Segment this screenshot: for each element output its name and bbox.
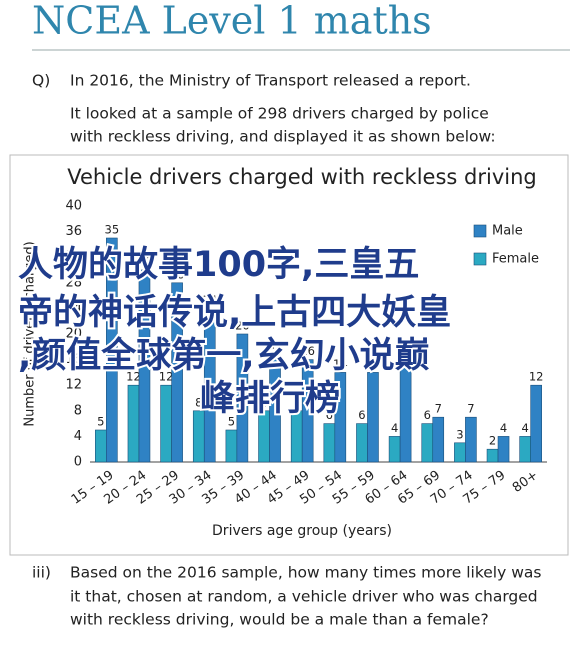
- bar: [301, 359, 314, 463]
- value-label: 17: [268, 338, 283, 352]
- header-title: NCEA Level 1 maths: [32, 0, 432, 43]
- bar: [203, 308, 216, 463]
- legend-swatch: [473, 224, 487, 238]
- value-label: 8: [293, 395, 300, 409]
- question-line: with reckless driving, would be a male t…: [70, 611, 489, 629]
- y-tick-label: 36: [65, 224, 82, 239]
- y-tick-label: 12: [65, 378, 82, 393]
- legend-label: Female: [492, 252, 539, 267]
- bar: [236, 333, 249, 463]
- overlay-text: 帝的神话传说,上古四大妖皇: [18, 293, 451, 333]
- question-label: iii): [32, 564, 51, 582]
- y-tick-label: 28: [65, 275, 82, 290]
- bar: [454, 442, 466, 463]
- question-label: Q): [32, 72, 50, 90]
- value-label: 14: [333, 357, 348, 371]
- value-label: 5: [228, 415, 235, 429]
- value-label: 12: [529, 370, 544, 384]
- value-label: 15: [398, 351, 413, 365]
- bar: [171, 282, 183, 463]
- bar: [127, 384, 140, 463]
- bar: [421, 423, 434, 463]
- y-tick-label: 24: [65, 301, 82, 316]
- value-label: 30: [137, 255, 152, 269]
- bar: [399, 365, 412, 463]
- bar: [388, 436, 401, 463]
- bar: [138, 269, 151, 463]
- y-tick-label: 40: [65, 199, 82, 214]
- y-tick-label: 32: [65, 250, 82, 265]
- legend-label: Male: [492, 224, 523, 239]
- question-line: In 2016, the Ministry of Transport relea…: [70, 72, 471, 90]
- value-label: 12: [126, 370, 141, 384]
- value-label: 2: [489, 434, 496, 448]
- value-label: 3: [456, 427, 463, 441]
- value-label: 7: [467, 402, 474, 416]
- value-label: 12: [159, 370, 174, 384]
- y-tick-label: 0: [74, 455, 82, 470]
- bar: [323, 423, 336, 463]
- bar: [269, 352, 281, 463]
- bar: [95, 429, 107, 463]
- value-label: 4: [391, 421, 398, 435]
- question-line: It looked at a sample of 298 drivers cha…: [70, 105, 489, 123]
- bar: [465, 416, 477, 463]
- bar: [530, 384, 542, 463]
- bar: [225, 429, 238, 463]
- y-tick-label: 16: [65, 352, 82, 367]
- value-label: 4: [522, 421, 529, 435]
- y-axis-label: Number of drivers (charged): [23, 241, 38, 426]
- bar: [106, 237, 118, 463]
- bar: [497, 436, 510, 463]
- bar: [356, 423, 368, 463]
- value-label: 8: [260, 395, 267, 409]
- value-label: 16: [300, 344, 315, 358]
- chart-frame: [9, 154, 569, 556]
- value-label: 8: [195, 395, 202, 409]
- y-tick-label: 20: [65, 327, 82, 342]
- chart-title: Vehicle drivers charged with reckless dr…: [67, 165, 536, 189]
- bar: [334, 372, 347, 463]
- value-label: 20: [235, 319, 250, 333]
- question-line: it that, chosen at random, a vehicle dri…: [70, 588, 538, 606]
- overlay-text: ,颜值全球第一,玄幻小说巅: [18, 335, 430, 376]
- bar: [519, 436, 531, 463]
- value-label: 35: [105, 223, 120, 237]
- value-label: 7: [435, 402, 442, 416]
- value-label: 6: [424, 408, 431, 422]
- overlay: 人物的故事100字,三皇五 帝的神话传说,上古四大妖皇 ,颜值全球第一,玄幻小说…: [16, 243, 453, 421]
- bar: [367, 372, 379, 463]
- bar: [486, 448, 499, 463]
- question-line: with reckless driving, and displayed it …: [70, 128, 496, 146]
- overlay-text: 人物的故事100字,三皇五: [18, 245, 419, 285]
- value-label: 4: [500, 421, 507, 435]
- value-label: 14: [366, 357, 381, 371]
- value-label: 28: [170, 267, 185, 281]
- bar: [432, 416, 445, 463]
- value-label: 6: [358, 408, 365, 422]
- y-tick-label: 4: [74, 429, 82, 444]
- overlay-text: 峰排行榜: [200, 379, 340, 419]
- bar: [160, 384, 172, 463]
- question-line: Based on the 2016 sample, how many times…: [70, 564, 541, 582]
- legend-swatch: [473, 252, 487, 266]
- x-tick-label: 80+: [510, 468, 541, 496]
- value-label: 6: [326, 408, 333, 422]
- value-label: 24: [202, 293, 217, 307]
- value-label: 5: [97, 415, 104, 429]
- x-axis-label: Drivers age group (years): [212, 523, 392, 539]
- y-tick-label: 8: [74, 403, 82, 418]
